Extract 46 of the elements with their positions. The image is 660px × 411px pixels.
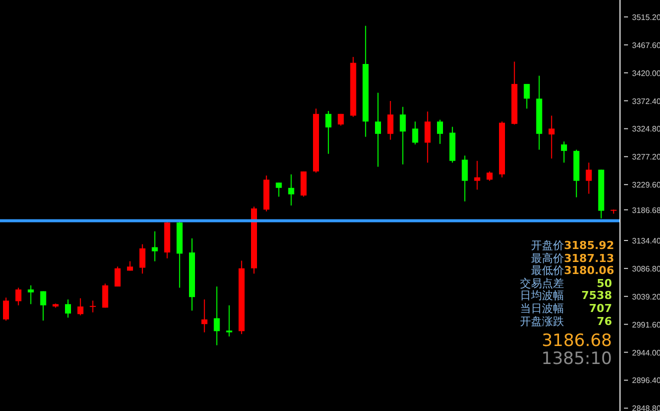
candlestick [77,298,84,316]
candlestick [28,284,34,305]
annotation: 当日波幅 [520,302,564,316]
annotation: 3187.13 [564,252,614,266]
annotation: 3180.06 [564,264,614,278]
candlestick [201,298,208,333]
annotation: 76 [596,314,612,328]
candlestick [586,162,592,194]
candlestick [214,286,220,346]
annotation: 7538 [580,289,612,303]
candlestick [424,111,431,164]
annotation: 日均波幅 [520,289,564,303]
annotation: 最低价 [531,264,564,278]
candlestick [561,141,567,164]
candlestick [474,160,480,190]
annotation: 1385:10 [540,349,612,370]
candlestick [65,298,71,318]
annotation: 3185.92 [564,239,614,253]
candlestick [15,287,22,306]
candlestick [387,100,394,140]
candlestick [139,244,146,274]
candlestick [288,174,294,206]
candlestick [462,155,468,202]
candlestick [3,297,9,322]
candlestick [276,182,282,198]
annotation: 开盘价 [531,239,564,252]
candlestick [400,106,406,165]
candlestick [412,121,418,145]
candlestick [375,92,381,168]
annotation: 最高价 [531,252,564,265]
candlestick [548,115,555,160]
candlestick [325,110,332,154]
candlestick [114,266,121,288]
candlestick [437,119,443,144]
candlestick [524,83,530,110]
candlestick [90,300,96,313]
candlestick [102,283,108,308]
candlestick [226,304,232,337]
annotation: 50 [596,276,612,290]
annotation: 707 [588,302,612,316]
annotation: 3186.68 [540,331,612,352]
candlestick [486,170,493,182]
candlestick [40,290,46,322]
annotation: 交易点差 [520,276,564,290]
annotation: 开盘涨跌 [520,314,564,328]
candlestick [152,230,158,262]
